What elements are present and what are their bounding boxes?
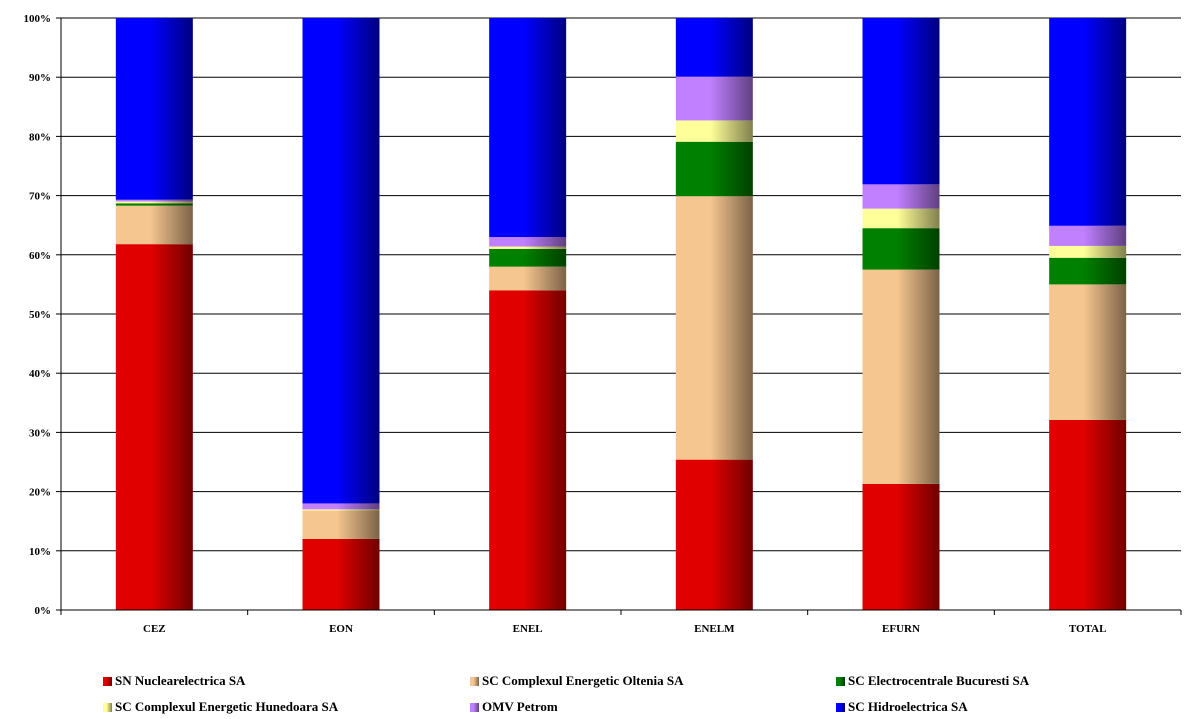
y-tick-label: 20% [29,487,51,499]
legend-label: SC Hidroelectrica SA [848,699,968,714]
bar-segment [302,503,380,510]
legend-label: SC Complexul Energetic Hunedoara SA [115,699,339,714]
bar-segment [675,18,753,77]
x-tick-labels: CEZ EON ENEL ENELM EFURN TOTAL [143,623,1106,635]
bar-segment [675,196,753,460]
bar-segment [862,483,940,610]
legend-item: SC Complexul Energetic Hunedoara SA [103,699,338,715]
bar-segment [115,203,193,206]
bar-segment [302,18,380,504]
x-tick-label: ENELM [694,623,735,635]
bar-segment [1049,18,1127,226]
x-tick-label: CEZ [143,623,166,635]
y-tick-labels: 0% 10% 20% 30% 40% 50% 60% 70% 80% 90% 100% [24,13,52,617]
y-tick-label: 50% [29,309,51,321]
bar-segment [115,199,193,202]
y-tick-label: 60% [29,250,51,262]
legend-swatch [470,702,479,712]
bars [115,18,1127,611]
bar-segment [1049,419,1127,610]
bar-segment [862,184,940,209]
legend-item: SC Electrocentrale Bucuresti SA [836,673,1029,689]
axes [60,18,1182,615]
legend-label: SN Nuclearelectrica SA [115,673,246,688]
bar-segment [1049,245,1127,258]
legend-item: SC Hidroelectrica SA [836,699,968,715]
bar-segment [115,18,193,200]
bar-segment [1049,284,1127,420]
bar-segment [862,269,940,484]
stacked-bar-chart: 0% 10% 20% 30% 40% 50% 60% 70% 80% 90% 100% CEZ EON… [24,13,1182,635]
y-tick-label: 100% [24,13,52,25]
bar-segment [862,228,940,270]
bar-segment [115,201,193,204]
x-tick-label: EON [329,623,353,635]
bar-segment [489,237,567,247]
y-tick-label: 90% [29,72,51,84]
legend-item: SC Complexul Energetic Oltenia SA [470,673,684,689]
legend-swatch [470,676,479,686]
bar-segment [302,510,380,539]
bar-segment [489,290,567,610]
legend-swatch [836,676,845,686]
legend-label: OMV Petrom [482,699,558,714]
bar-segment [1049,257,1127,285]
bar-segment [675,459,753,610]
legend-swatch [103,702,112,712]
bar-segment [302,538,380,610]
y-tick-label: 10% [29,546,51,558]
bar-segment [489,248,567,267]
bar-segment [862,208,940,229]
bar-segment [115,205,193,245]
legend: SN Nuclearelectrica SA SC Complexul Energ… [0,668,1197,719]
y-tick-label: 80% [29,131,51,143]
y-tick-label: 40% [29,368,51,380]
y-tick-label: 0% [35,605,52,617]
gridlines [56,17,1181,611]
bar-segment [675,120,753,142]
bar-segment [1049,225,1127,246]
bar-segment [862,18,940,185]
bar-segment [489,18,567,238]
legend-item: SN Nuclearelectrica SA [103,673,245,689]
bar-segment [675,141,753,197]
bar-segment [675,76,753,121]
legend-label: SC Electrocentrale Bucuresti SA [848,673,1030,688]
bar-segment [302,509,380,511]
legend-swatch [836,702,845,712]
y-tick-label: 70% [29,191,51,203]
legend-swatch [103,676,112,686]
bar-segment [115,244,193,611]
legend-label: SC Complexul Energetic Oltenia SA [482,673,684,688]
y-tick-label: 30% [29,427,51,439]
x-tick-label: ENEL [513,623,543,635]
x-tick-label: TOTAL [1069,623,1107,635]
x-tick-label: EFURN [882,623,920,635]
bar-segment [489,266,567,291]
bar-segment [489,246,567,249]
legend-item: OMV Petrom [470,699,558,715]
